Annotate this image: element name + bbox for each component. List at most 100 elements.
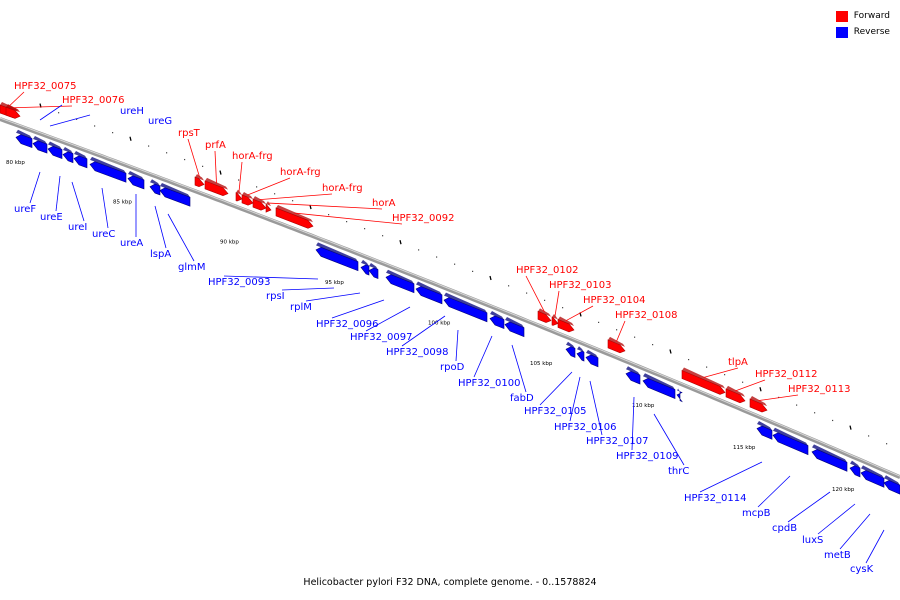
gene-label: HPF32_0103 [549, 280, 611, 291]
forward-gene [557, 316, 575, 333]
minor-tick [652, 344, 654, 346]
legend-item-reverse: Reverse [835, 24, 890, 40]
minor-tick [706, 366, 708, 368]
reverse-gene [625, 366, 641, 385]
gene-leader-line [839, 513, 871, 550]
minor-tick [328, 214, 330, 216]
reverse-swatch-icon [835, 26, 848, 38]
minor-tick [76, 118, 78, 120]
kbp-label: 115 kbp [733, 445, 756, 451]
minor-tick [598, 321, 600, 323]
gene-label: HPF32_0109 [616, 451, 678, 462]
reverse-gene [443, 292, 488, 323]
forward-gene [537, 308, 552, 323]
minor-tick [346, 221, 348, 223]
minor-tick [796, 404, 798, 406]
reverse-gene [315, 242, 359, 272]
minor-tick [58, 112, 60, 114]
kbp-label: 120 kbp [832, 487, 855, 493]
reverse-gene [73, 151, 88, 169]
reverse-gene [772, 427, 809, 456]
kbp-label: 100 kbp [428, 320, 451, 326]
gene-leader-line [365, 306, 411, 332]
gene-label: HPF32_0113 [788, 384, 850, 395]
legend-label-forward: Forward [853, 11, 890, 21]
gene-leader-line [569, 376, 581, 422]
gene-leader-line [817, 503, 856, 535]
gene-label: HPF32_0114 [684, 493, 746, 504]
gene-leader-line [187, 138, 200, 177]
gene-label: HPF32_0097 [350, 332, 412, 343]
gene-label: glmM [178, 262, 206, 273]
gene-leader-line [49, 114, 91, 127]
minor-tick [148, 145, 150, 147]
gene-leader-line [214, 150, 217, 184]
minor-tick [184, 158, 186, 161]
genome-backbone-highlight [0, 117, 900, 477]
forward-gene [681, 367, 726, 395]
gene-leader-line [305, 292, 361, 302]
minor-tick [436, 256, 438, 258]
gene-leader-line [55, 175, 61, 212]
minor-tick [562, 307, 564, 309]
gene-leader-line [539, 371, 573, 406]
forward-gene [235, 189, 243, 202]
gene-leader-line [29, 171, 41, 204]
gene-label: ureE [40, 212, 63, 223]
gene-leader-line [101, 187, 109, 229]
gene-label: mcpB [742, 508, 771, 519]
gene-label: cysK [850, 564, 874, 575]
minor-tick [634, 336, 636, 338]
minor-tick [454, 263, 456, 265]
gene-leader-line [154, 205, 167, 249]
gene-leader-line [699, 461, 763, 493]
gene-label: rpoD [440, 362, 465, 373]
reverse-gene [576, 346, 585, 362]
gene-leader-line [589, 380, 603, 436]
gene-leader-line [223, 275, 319, 280]
reverse-gene [368, 263, 379, 279]
gene-leader-line [247, 177, 291, 196]
gene-label: HPF32_0100 [458, 378, 520, 389]
reverse-gene [883, 475, 900, 495]
forward-gene [275, 204, 314, 229]
gene-leader-line [455, 329, 459, 362]
gene-label: HPF32_0107 [586, 436, 648, 447]
major-tick [669, 349, 672, 354]
forward-gene [265, 201, 272, 213]
gene-label: luxS [802, 535, 823, 546]
gene-label: HPF32_0092 [392, 213, 454, 224]
gene-label: rplM [290, 302, 312, 313]
major-tick [759, 387, 762, 392]
forward-gene [725, 385, 746, 404]
forward-gene [749, 396, 768, 413]
reverse-gene [756, 420, 773, 440]
gene-leader-line [8, 91, 25, 107]
minor-tick [508, 285, 510, 287]
kbp-label: 105 kbp [530, 361, 553, 367]
minor-tick [274, 193, 276, 195]
gene-label: HPF32_0096 [316, 319, 378, 330]
gene-label: HPF32_0075 [14, 81, 76, 92]
minor-tick [886, 443, 888, 445]
reverse-gene [62, 146, 74, 164]
gene-leader-line [167, 213, 195, 262]
gene-leader-line [401, 315, 446, 347]
minor-tick [256, 186, 258, 188]
forward-gene [607, 336, 626, 354]
gene-label: HPF32_0108 [615, 310, 677, 321]
gene-label: ureG [148, 116, 172, 127]
gene-label: ureH [120, 106, 144, 117]
gene-leader-line [525, 275, 545, 313]
gene-label: HPF32_0104 [583, 295, 645, 306]
major-tick [849, 425, 852, 430]
reverse-gene [504, 317, 525, 338]
forward-gene [252, 196, 267, 211]
minor-tick [166, 152, 168, 154]
gene-label: cpdB [772, 523, 797, 534]
minor-tick [688, 358, 690, 361]
gene-label: HPF32_0093 [208, 277, 270, 288]
minor-tick [418, 249, 420, 251]
gene-leader-line [39, 104, 63, 121]
